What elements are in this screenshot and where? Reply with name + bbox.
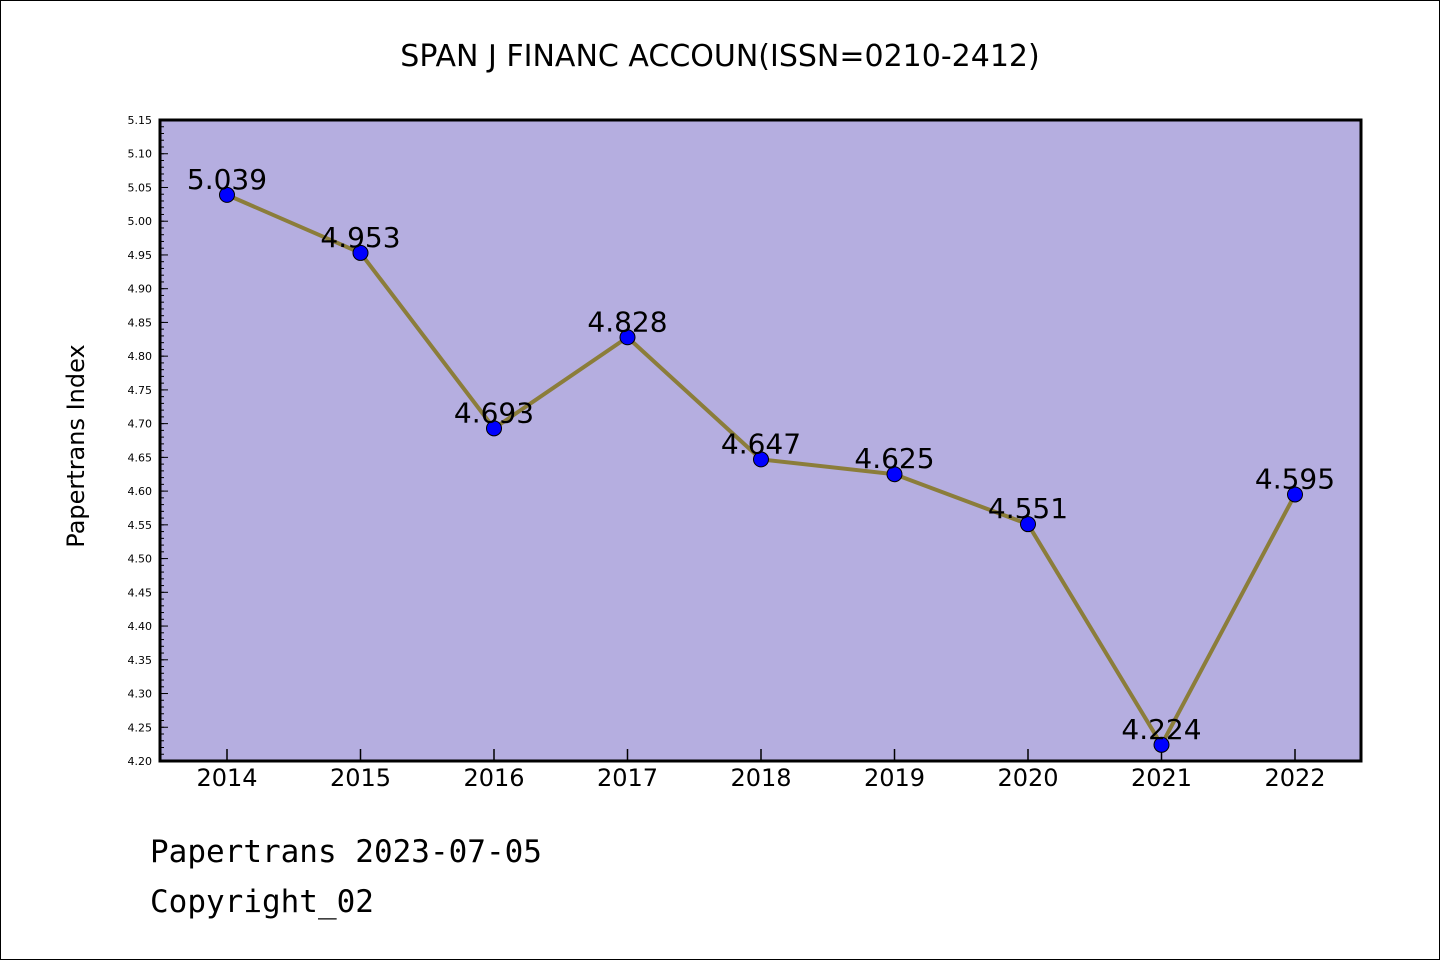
- data-label: 5.039: [187, 163, 267, 196]
- y-tick-label: 4.80: [128, 350, 153, 363]
- y-axis-label: Papertrans Index: [62, 344, 90, 547]
- y-tick-label: 5.00: [128, 215, 153, 228]
- x-tick-label: 2020: [997, 764, 1058, 792]
- x-tick-label: 2021: [1131, 764, 1192, 792]
- y-tick-label: 5.15: [128, 114, 153, 127]
- y-tick-label: 4.75: [128, 384, 153, 397]
- x-tick-label: 2014: [196, 764, 257, 792]
- data-points: [219, 186, 1303, 753]
- y-tick-label: 5.05: [128, 181, 153, 194]
- data-label: 4.595: [1255, 462, 1335, 495]
- data-point: [1020, 516, 1036, 533]
- y-tick-label: 4.20: [128, 755, 153, 768]
- y-tick-label: 4.30: [128, 688, 153, 701]
- plot-area: [160, 120, 1361, 761]
- data-label: 4.953: [320, 221, 400, 254]
- data-label: 4.224: [1121, 713, 1201, 746]
- data-point: [219, 186, 235, 203]
- y-tick-label: 4.25: [128, 721, 153, 734]
- y-tick-label: 4.50: [128, 553, 153, 566]
- x-tick-label: 2016: [463, 764, 524, 792]
- y-tick-label: 4.85: [128, 316, 153, 329]
- data-point: [352, 244, 369, 261]
- x-tick-label: 2018: [730, 764, 791, 792]
- y-tick-label: 4.35: [128, 654, 153, 667]
- data-labels: 5.039 4.953 4.693 4.828 4.647 4.625 4.551 4.224…: [187, 163, 1335, 746]
- data-point: [619, 329, 636, 346]
- data-point: [886, 466, 903, 483]
- footer-copyright: Copyright_02: [150, 884, 374, 920]
- y-tick-label: 4.40: [128, 620, 153, 633]
- x-tick-label: 2017: [597, 764, 658, 792]
- y-tick-label: 4.60: [128, 485, 153, 498]
- data-label: 4.551: [988, 492, 1068, 525]
- data-point: [1153, 736, 1170, 753]
- data-label: 4.625: [854, 442, 934, 475]
- y-tick-label: 4.70: [128, 418, 153, 431]
- y-tick-label: 5.10: [128, 148, 153, 161]
- x-tick-label: 2022: [1264, 764, 1325, 792]
- y-tick-label: 4.90: [128, 283, 153, 296]
- y-tick-label: 4.65: [128, 451, 153, 464]
- y-tick-label: 4.45: [128, 586, 153, 599]
- data-point: [1287, 486, 1303, 503]
- data-label: 4.647: [721, 427, 801, 460]
- y-tick-label: 4.55: [128, 519, 153, 532]
- plot-border: [158, 118, 1363, 763]
- x-tick-label: 2015: [330, 764, 391, 792]
- x-tick-label: 2019: [864, 764, 925, 792]
- chart-title: SPAN J FINANC ACCOUN(ISSN=0210-2412): [400, 39, 1039, 74]
- y-tick-label: 4.95: [128, 249, 153, 262]
- x-axis: 2014 2015 2016 2017 2018 2019 2020 2021 2022: [196, 749, 1326, 792]
- data-label: 4.693: [454, 396, 534, 429]
- data-label: 4.828: [587, 305, 667, 338]
- data-point: [486, 420, 502, 437]
- data-point: [753, 451, 769, 468]
- footer-date-line: Papertrans 2023-07-05: [150, 834, 542, 870]
